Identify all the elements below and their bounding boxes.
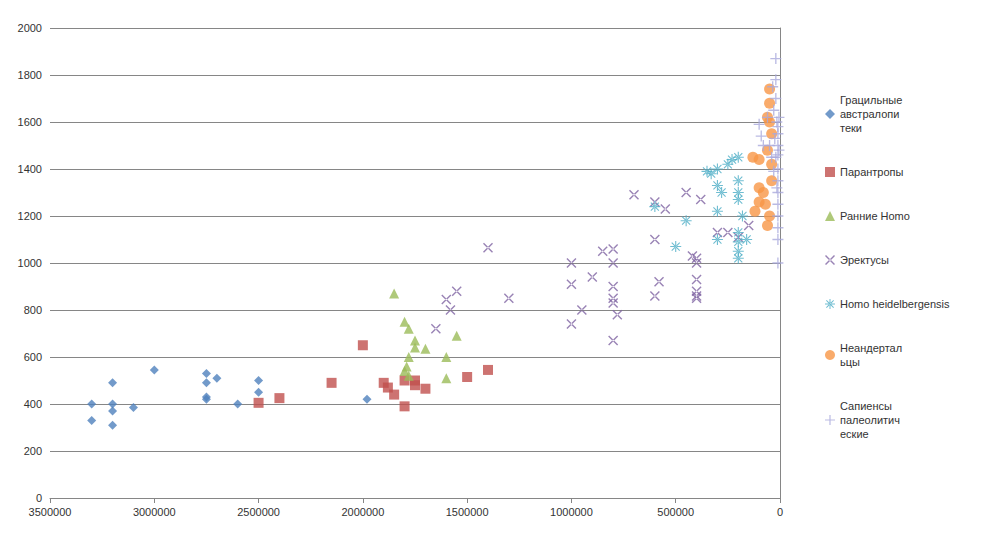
svg-text:2000: 2000 xyxy=(18,22,42,34)
svg-text:Homo heidelbergensis: Homo heidelbergensis xyxy=(840,298,950,310)
svg-text:800: 800 xyxy=(24,304,42,316)
svg-text:1200: 1200 xyxy=(18,210,42,222)
svg-text:австралопи: австралопи xyxy=(840,108,899,120)
svg-text:0: 0 xyxy=(36,492,42,504)
svg-text:Грацильные: Грацильные xyxy=(840,94,905,106)
svg-text:Неандертал: Неандертал xyxy=(840,342,902,354)
svg-text:1600: 1600 xyxy=(18,116,42,128)
svg-text:1400: 1400 xyxy=(18,163,42,175)
svg-text:Эректусы: Эректусы xyxy=(840,254,889,266)
svg-text:теки: теки xyxy=(840,122,862,134)
svg-text:3500000: 3500000 xyxy=(29,506,72,518)
svg-text:500000: 500000 xyxy=(657,506,694,518)
svg-text:ьцы: ьцы xyxy=(840,356,860,368)
svg-text:Парантропы: Парантропы xyxy=(840,166,904,178)
svg-text:400: 400 xyxy=(24,398,42,410)
svg-text:Сапиенсы: Сапиенсы xyxy=(840,400,895,412)
svg-text:палеолитич: палеолитич xyxy=(840,414,900,426)
svg-text:200: 200 xyxy=(24,445,42,457)
svg-text:3000000: 3000000 xyxy=(133,506,176,518)
svg-text:1500000: 1500000 xyxy=(446,506,489,518)
svg-text:1800: 1800 xyxy=(18,69,42,81)
svg-text:0: 0 xyxy=(777,506,783,518)
svg-text:1000: 1000 xyxy=(18,257,42,269)
svg-text:1000000: 1000000 xyxy=(550,506,593,518)
svg-text:Ранние Homo: Ранние Homo xyxy=(840,210,910,222)
svg-text:еские: еские xyxy=(840,428,869,440)
svg-text:2000000: 2000000 xyxy=(341,506,384,518)
svg-text:600: 600 xyxy=(24,351,42,363)
svg-text:2500000: 2500000 xyxy=(237,506,280,518)
